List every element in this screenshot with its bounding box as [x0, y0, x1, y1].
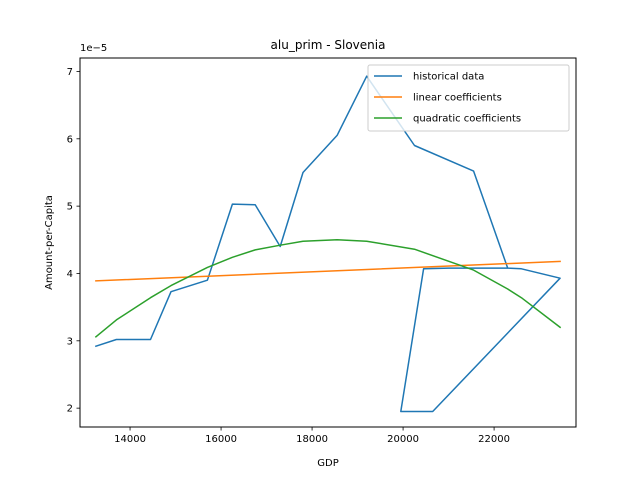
chart-title: alu_prim - Slovenia	[271, 38, 386, 52]
y-tick-label: 3	[67, 336, 73, 347]
x-tick-label: 20000	[387, 434, 419, 445]
y-tick-label: 2	[67, 404, 73, 415]
legend-box	[367, 64, 570, 132]
x-tick-label: 14000	[114, 434, 146, 445]
x-tick-label: 16000	[205, 434, 237, 445]
y-tick-label: 5	[67, 202, 73, 213]
legend-label-3: quadratic coefficients	[413, 114, 521, 125]
series-line-2	[95, 260, 561, 282]
y-axis-label: Amount-per-Capita	[44, 195, 55, 290]
legend: historical data linear coefficients quadra…	[367, 64, 570, 132]
y-tick-label: 4	[67, 269, 73, 280]
series-line-1	[94, 75, 561, 413]
x-axis-label: GDP	[317, 458, 338, 469]
y-axis: 2 3 4 5 6 7	[67, 67, 80, 415]
y-offset-label: 1e−5	[80, 43, 107, 54]
x-axis: 14000 16000 18000 20000 22000	[114, 427, 510, 445]
y-tick-label: 6	[67, 134, 73, 145]
legend-label-1: historical data	[413, 72, 484, 83]
y-tick-label: 7	[67, 67, 73, 78]
x-tick-label: 18000	[296, 434, 328, 445]
x-tick-label: 22000	[478, 434, 510, 445]
plot-lines	[94, 75, 562, 413]
plot-frame	[79, 57, 577, 428]
series-line-3	[94, 239, 562, 338]
legend-label-2: linear coefficients	[413, 93, 502, 104]
